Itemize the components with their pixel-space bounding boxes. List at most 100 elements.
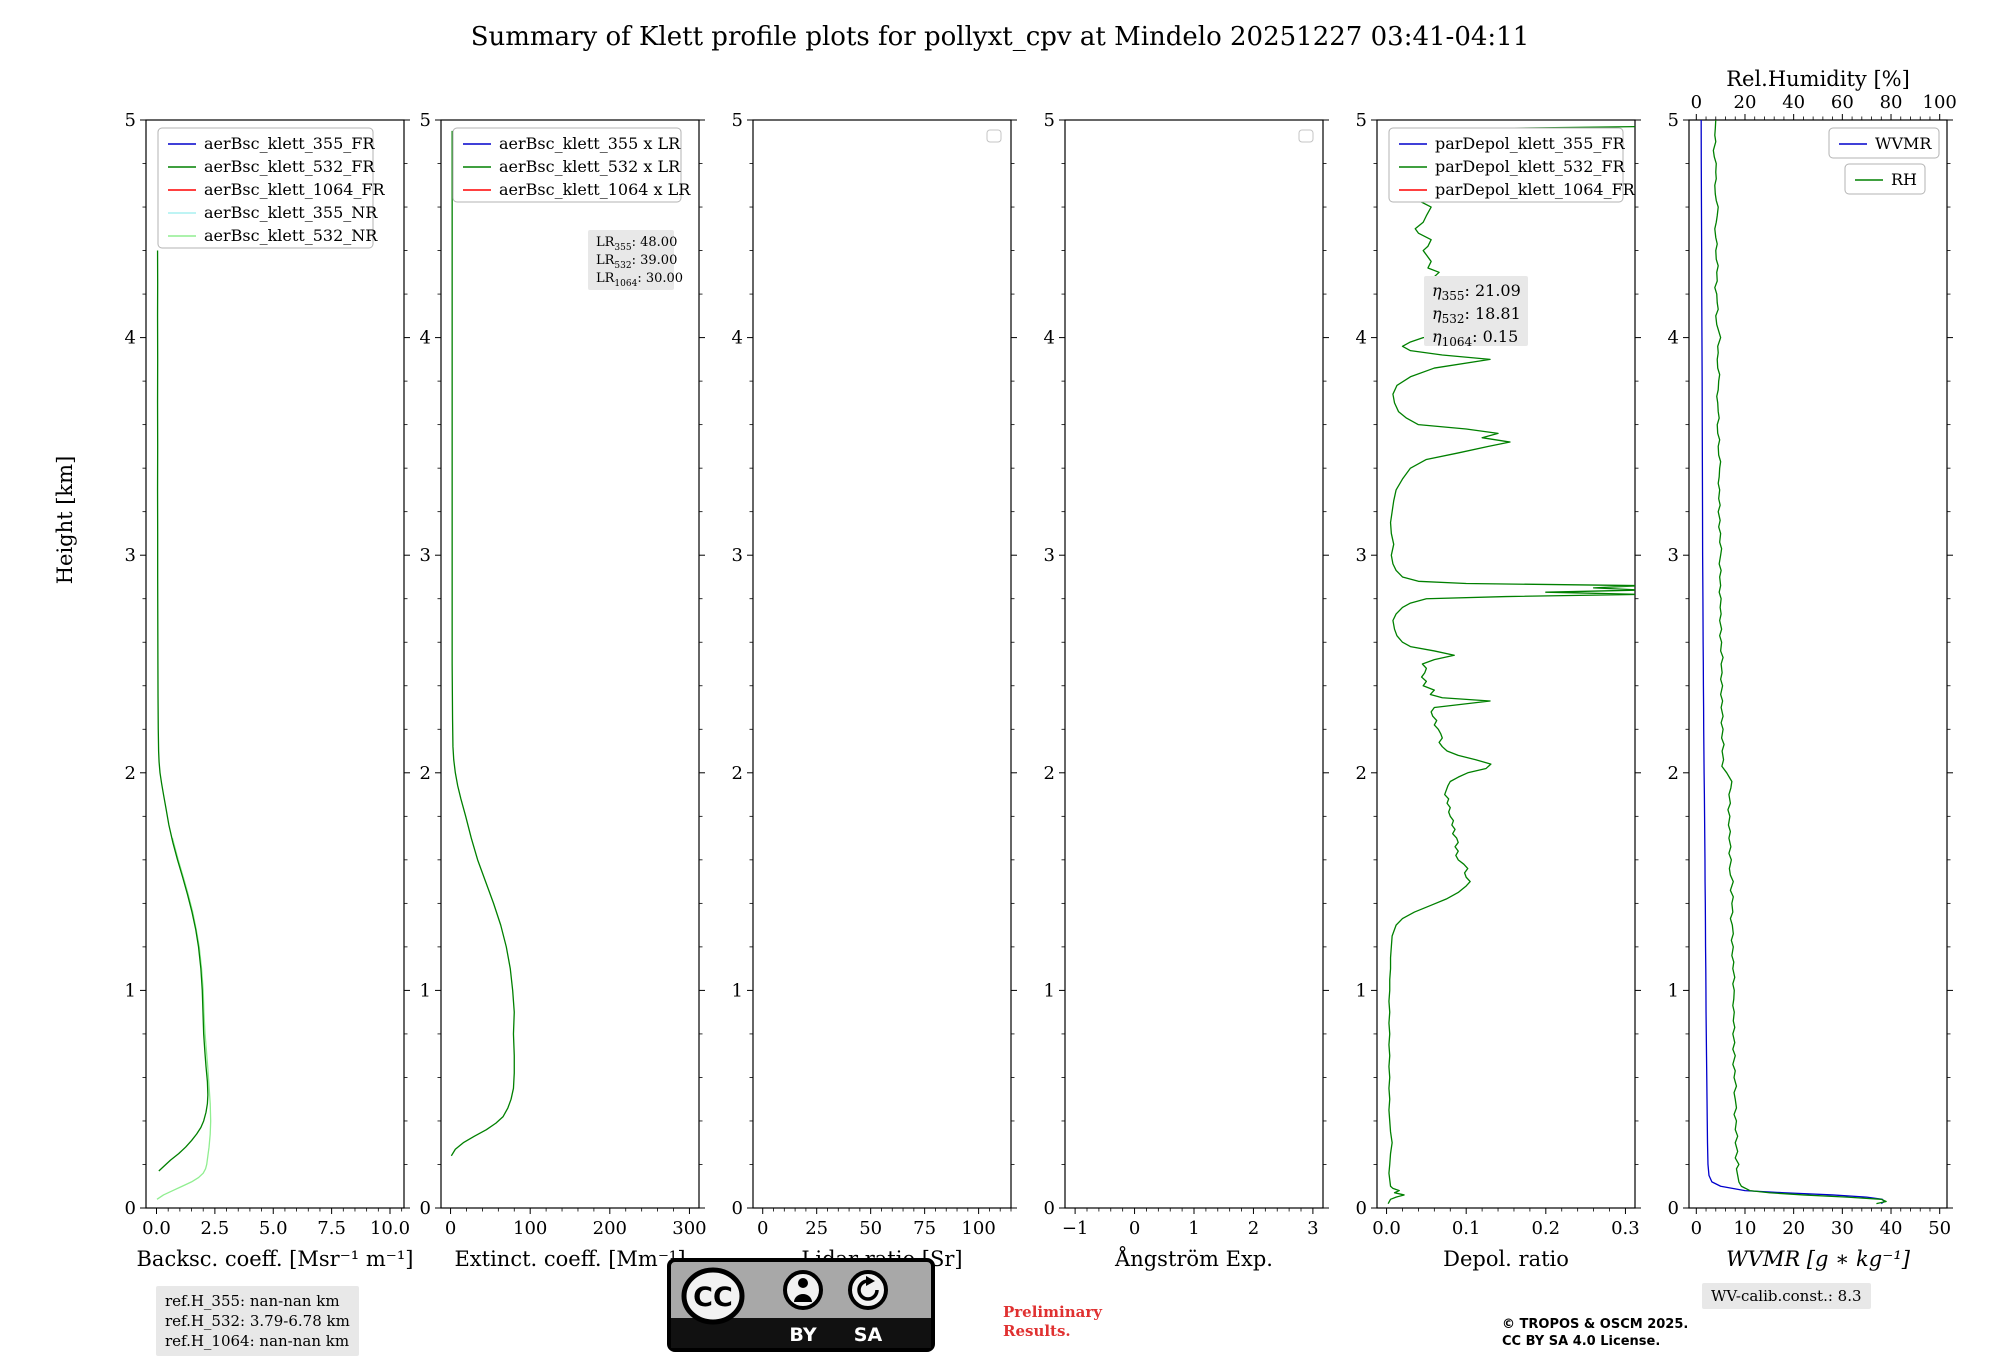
y-tick-label: 4	[420, 328, 431, 349]
x-tick-label: 10.0	[370, 1218, 410, 1239]
ref-height-1064: ref.H_1064: nan-nan km	[165, 1332, 350, 1350]
x-tick-label: 30	[1831, 1218, 1854, 1239]
x-tick-label: 0.0	[142, 1218, 171, 1239]
x-tick-label: 0.2	[1531, 1218, 1560, 1239]
annotation-line: η1064: 0.15	[1432, 327, 1518, 349]
cc-by-label: BY	[789, 1324, 816, 1346]
series-aerBsc_klett_532_FR	[156, 250, 209, 1172]
series-aerBsc_klett_532_NR	[156, 837, 212, 1200]
y-tick-label: 4	[1356, 328, 1367, 349]
copyright-line-1: © TROPOS & OSCM 2025.	[1502, 1317, 1689, 1332]
top-tick-label: 60	[1831, 92, 1854, 113]
y-tick-label: 3	[1044, 545, 1055, 566]
copyright-line-2: CC BY SA 4.0 License.	[1502, 1334, 1661, 1349]
y-tick-label: 5	[1044, 110, 1055, 131]
x-tick-label: 50	[1928, 1218, 1951, 1239]
top-axis-label: Rel.Humidity [%]	[1726, 67, 1910, 91]
x-tick-label: 10	[1734, 1218, 1757, 1239]
series-WVMR	[1700, 120, 1885, 1205]
person-head	[798, 1278, 808, 1288]
annotation-box	[588, 230, 674, 290]
legend-label: aerBsc_klett_355_FR	[204, 134, 375, 153]
y-tick-label: 4	[1044, 328, 1055, 349]
x-tick-label: 20	[1782, 1218, 1805, 1239]
legend-box	[1828, 127, 1940, 159]
x-tick-label: 0	[445, 1218, 456, 1239]
x-tick-label: 7.5	[317, 1218, 346, 1239]
annotation-line: η532: 18.81	[1432, 304, 1521, 326]
y-axis-label: Height [km]	[53, 456, 77, 585]
x-tick-label: 40	[1880, 1218, 1903, 1239]
annotation-line: η355: 21.09	[1432, 281, 1521, 303]
legend-box	[452, 127, 682, 203]
series-RH	[1712, 120, 1887, 1205]
y-tick-label: 3	[1356, 545, 1367, 566]
y-tick-label: 0	[732, 1198, 743, 1219]
y-tick-label: 1	[732, 980, 743, 1001]
empty-legend-stub	[1298, 129, 1314, 143]
legend-label: WVMR	[1875, 134, 1932, 153]
y-tick-label: 4	[732, 328, 743, 349]
panel-frame	[145, 119, 405, 1209]
attribution-person-icon	[783, 1270, 823, 1310]
legend-label: aerBsc_klett_532_NR	[204, 226, 378, 245]
legend-label: aerBsc_klett_1064 x LR	[499, 180, 691, 199]
empty-legend-stub	[986, 129, 1002, 143]
y-tick-label: 2	[125, 763, 136, 784]
y-tick-label: 0	[420, 1198, 431, 1219]
share-alike-icon	[848, 1270, 888, 1310]
y-tick-label: 1	[1668, 980, 1679, 1001]
legend-label: parDepol_klett_1064_FR	[1435, 180, 1636, 199]
ref-height-box: ref.H_355: nan-nan km ref.H_532: 3.79-6.…	[156, 1286, 359, 1356]
x-tick-label: 5.0	[259, 1218, 288, 1239]
figure-title: Summary of Klett profile plots for polly…	[470, 22, 1530, 52]
x-tick-label: 300	[672, 1218, 706, 1239]
y-tick-label: 5	[1668, 110, 1679, 131]
x-tick-label: −1	[1062, 1218, 1089, 1239]
y-tick-label: 5	[732, 110, 743, 131]
y-tick-label: 1	[125, 980, 136, 1001]
x-axis-label: WVMR [g ∗ kg⁻¹]	[1726, 1247, 1911, 1271]
legend-label: aerBsc_klett_355 x LR	[499, 134, 681, 153]
y-tick-label: 3	[732, 545, 743, 566]
legend-box	[1844, 163, 1926, 195]
x-tick-label: 0	[757, 1218, 768, 1239]
panel-frame	[1688, 119, 1948, 1209]
panel-frame	[752, 119, 1012, 1209]
preliminary-note: Preliminary Results.	[1003, 1303, 1102, 1341]
x-tick-label: 25	[805, 1218, 828, 1239]
cc-sa-label: SA	[854, 1324, 883, 1346]
series-aerExt_klett_532	[450, 130, 515, 1157]
y-tick-label: 4	[1668, 328, 1679, 349]
legend-box	[1388, 127, 1624, 203]
person-body	[794, 1294, 812, 1302]
y-tick-label: 2	[1044, 763, 1055, 784]
cc-logo-text: CC	[693, 1282, 733, 1313]
x-axis-label: Extinct. coeff. [Mm⁻¹]	[454, 1247, 685, 1271]
x-tick-label: 100	[961, 1218, 995, 1239]
y-tick-label: 5	[420, 110, 431, 131]
annotation-box	[1424, 276, 1528, 346]
x-tick-label: 2	[1248, 1218, 1259, 1239]
y-tick-label: 2	[1668, 763, 1679, 784]
x-axis-label: Depol. ratio	[1443, 1247, 1569, 1271]
y-tick-label: 2	[1356, 763, 1367, 784]
annotation-line: LR355: 48.00	[596, 235, 677, 253]
panel-frame	[1064, 119, 1324, 1209]
cc-logo-icon	[681, 1267, 745, 1325]
x-axis-label: Ångström Exp.	[1114, 1246, 1273, 1271]
y-tick-label: 0	[125, 1198, 136, 1219]
x-tick-label: 50	[859, 1218, 882, 1239]
panel-frame	[1376, 119, 1636, 1209]
legend-label: parDepol_klett_532_FR	[1435, 157, 1626, 176]
panel-4: −1 0 1 2 3 Ångström Exp. 0 1 2 3 4 5	[1044, 110, 1329, 1271]
top-tick-label: 20	[1734, 92, 1757, 113]
x-tick-label: 3	[1307, 1218, 1318, 1239]
x-tick-label: 200	[593, 1218, 627, 1239]
y-tick-label: 4	[125, 328, 136, 349]
legend-label: aerBsc_klett_355_NR	[204, 203, 378, 222]
x-tick-label: 1	[1188, 1218, 1199, 1239]
